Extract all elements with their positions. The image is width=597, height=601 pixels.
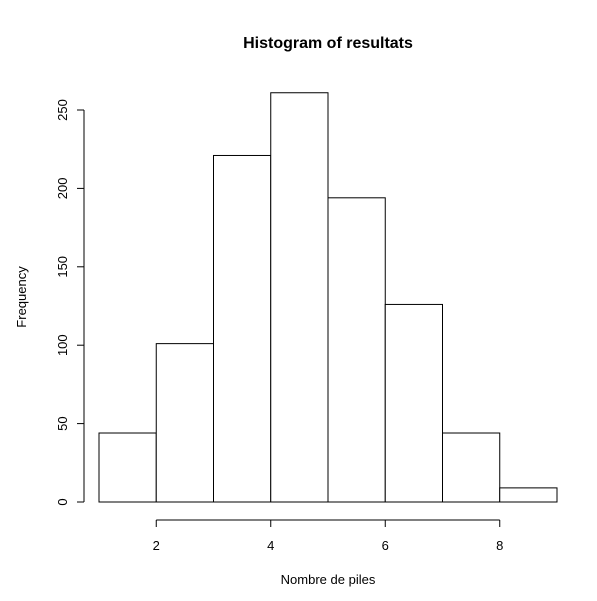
histogram-bar xyxy=(98,432,157,503)
chart-title: Histogram of resultats xyxy=(243,35,413,52)
histogram-bar xyxy=(442,432,501,503)
histogram-bar xyxy=(270,92,329,503)
histogram-bar xyxy=(327,197,386,503)
y-axis: 0 50 100 150 200 250 xyxy=(55,99,85,506)
y-tick-label: 100 xyxy=(55,334,70,356)
histogram-bar xyxy=(213,154,272,503)
x-axis: 2 4 6 8 xyxy=(153,519,503,553)
x-tick-label: 2 xyxy=(153,538,160,553)
y-tick-label: 150 xyxy=(55,256,70,278)
x-axis-label: Nombre de piles xyxy=(281,572,376,587)
y-tick-label: 250 xyxy=(55,99,70,121)
bars-group xyxy=(98,92,558,503)
y-tick-label: 200 xyxy=(55,178,70,200)
y-tick-label: 0 xyxy=(55,498,70,505)
histogram-bar xyxy=(499,487,558,503)
y-axis-label: Frequency xyxy=(14,266,29,328)
histogram-bar xyxy=(384,303,443,503)
x-tick-label: 4 xyxy=(267,538,274,553)
x-tick-label: 6 xyxy=(382,538,389,553)
y-tick-label: 50 xyxy=(55,416,70,430)
histogram-bar xyxy=(155,343,214,503)
x-tick-label: 8 xyxy=(496,538,503,553)
